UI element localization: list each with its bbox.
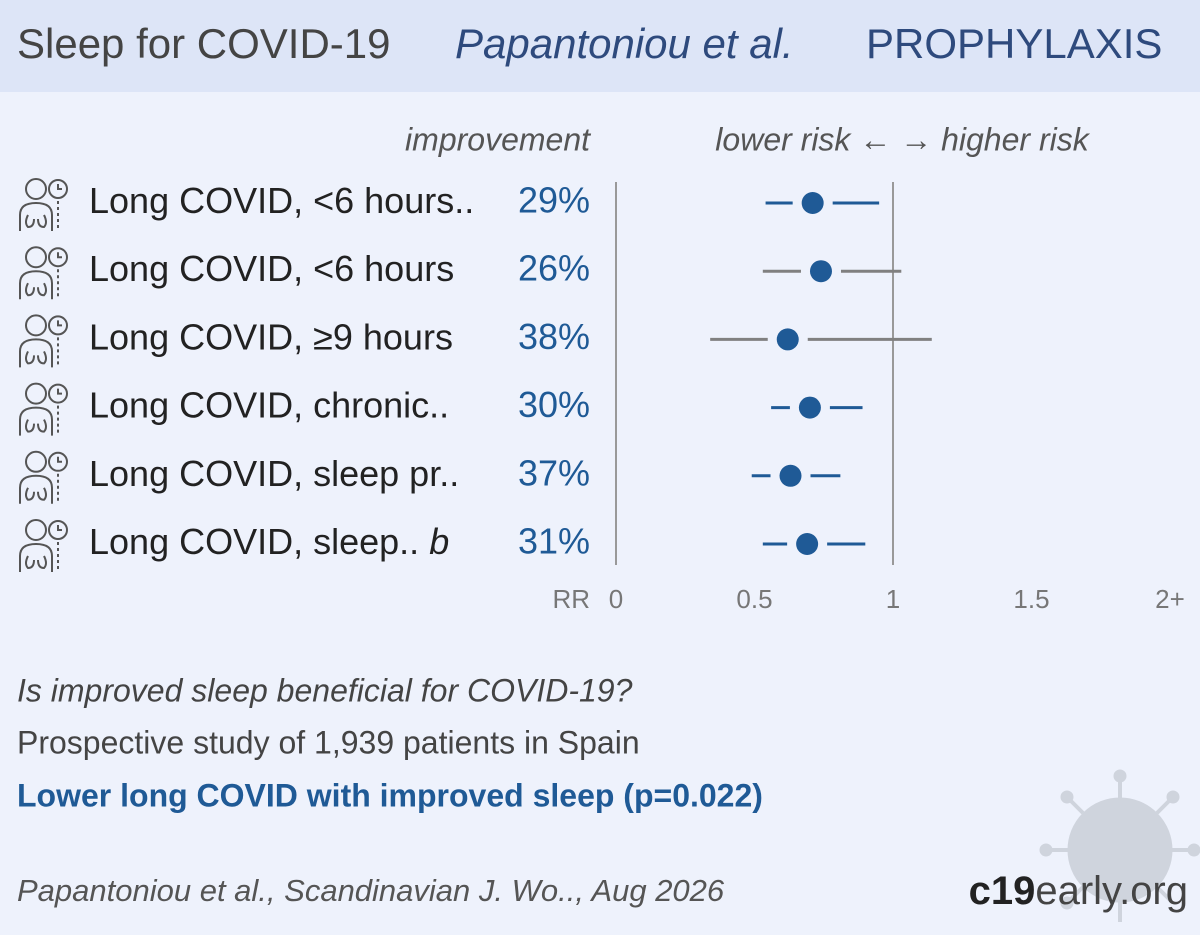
icon-body <box>19 406 53 436</box>
header-band <box>0 0 1200 92</box>
icon-clock <box>48 520 68 540</box>
row-label-text: Long COVID, chronic.. <box>89 384 449 425</box>
icon-head <box>25 178 47 200</box>
icon-hands <box>57 456 62 463</box>
icon-head <box>25 450 47 473</box>
icon-hands <box>57 320 62 327</box>
improvement-header: improvement <box>405 121 591 157</box>
icon-hands <box>57 388 62 395</box>
improvement-label: 31% <box>518 521 590 562</box>
estimate <box>796 533 819 555</box>
question: Is improved sleep beneficial for COVID-1… <box>17 672 633 708</box>
icon-lungs <box>25 419 47 433</box>
row-label: Long COVID, ≥9 hours <box>89 316 453 357</box>
citation: Papantoniou et al., Scandinavian J. Wo..… <box>17 873 725 908</box>
x-tick-label: 0 <box>609 584 623 614</box>
icon-clock <box>48 179 68 199</box>
icon-head <box>25 246 47 269</box>
row-label-text: Long COVID, <6 hours <box>89 248 454 289</box>
icon-lungs <box>25 487 47 501</box>
icon-body <box>19 474 53 504</box>
row-label-text: Long COVID, sleep.. <box>89 521 419 562</box>
estimate <box>809 260 832 283</box>
row-icon <box>19 519 68 572</box>
icon-body <box>19 338 53 368</box>
icon-body <box>19 201 53 231</box>
icon-body <box>19 542 53 572</box>
row-label: Long COVID, sleep.. b <box>89 521 449 562</box>
row-label: Long COVID, <6 hours <box>89 248 454 289</box>
row-note: b <box>429 521 449 562</box>
estimate <box>798 396 821 419</box>
x-axis-label: RR <box>552 584 590 614</box>
row-icon <box>19 178 68 231</box>
improvement-label: 29% <box>518 180 590 221</box>
improvement-label: 30% <box>518 384 590 425</box>
improvement-label: 26% <box>518 248 590 289</box>
row-label-text: Long COVID, sleep pr.. <box>89 452 459 493</box>
x-tick-label: 0.5 <box>736 584 772 614</box>
estimate <box>801 192 824 214</box>
icon-hands <box>57 184 62 190</box>
category: PROPHYLAXIS <box>866 20 1162 67</box>
icon-lungs <box>25 555 47 570</box>
row-label: Long COVID, sleep pr.. <box>89 452 459 493</box>
direction-label: lower risk ← → higher risk <box>715 121 1090 157</box>
conclusion: Lower long COVID with improved sleep (p=… <box>17 777 763 813</box>
icon-lungs <box>25 350 47 365</box>
icon-clock <box>48 383 68 404</box>
icon-lungs <box>25 282 47 297</box>
row-label: Long COVID, <6 hours.. <box>89 180 474 221</box>
icon-hands <box>57 525 62 531</box>
x-tick-label: 1 <box>886 584 900 614</box>
row-icon <box>19 450 68 504</box>
icon-clock <box>48 315 68 336</box>
brand-rest: early.org <box>1035 869 1188 913</box>
improvement-label: 37% <box>518 452 590 493</box>
authors: Papantoniou et al. <box>455 20 794 67</box>
icon-head <box>25 382 47 405</box>
icon-body <box>19 270 53 300</box>
brand: c19early.org <box>969 869 1188 913</box>
estimate <box>779 464 802 487</box>
brand-bold: c19 <box>969 869 1036 913</box>
study: Prospective study of 1,939 patients in S… <box>17 724 640 760</box>
title: Sleep for COVID-19 <box>17 20 391 67</box>
row-label: Long COVID, chronic.. <box>89 384 449 425</box>
icon-clock <box>48 247 68 268</box>
row-icon <box>19 382 68 436</box>
icon-head <box>25 314 47 337</box>
header: Sleep for COVID-19 Papantoniou et al. PR… <box>17 20 1162 67</box>
row-icon <box>19 314 68 368</box>
virus-icon <box>1039 769 1200 922</box>
x-tick-label: 2+ <box>1155 584 1185 614</box>
x-tick-label: 1.5 <box>1013 584 1049 614</box>
estimate <box>776 328 799 351</box>
icon-clock <box>48 451 68 472</box>
icon-head <box>25 519 47 541</box>
icon-lungs <box>25 214 47 229</box>
row-label-text: Long COVID, <6 hours.. <box>89 180 474 221</box>
icon-hands <box>57 252 62 259</box>
improvement-label: 38% <box>518 316 590 357</box>
row-label-text: Long COVID, ≥9 hours <box>89 316 453 357</box>
